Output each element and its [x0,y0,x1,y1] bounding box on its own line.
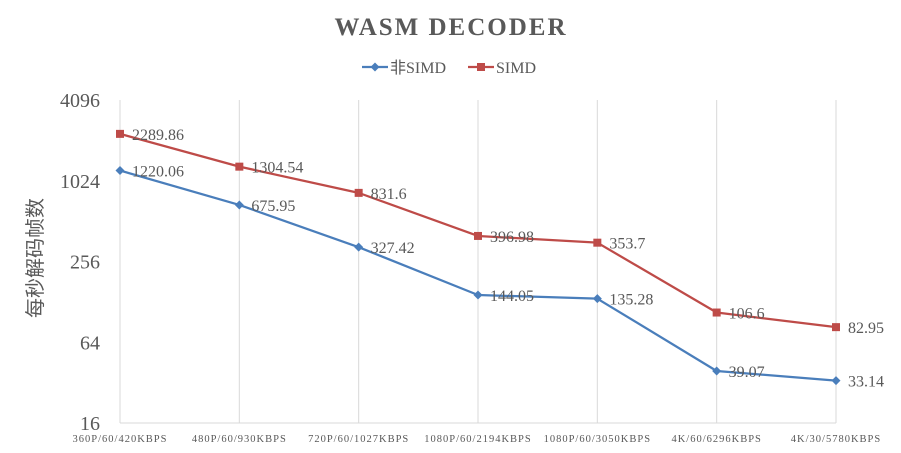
x-tick-label: 480P/60/930KBPS [192,434,287,445]
data-label: 2289.86 [132,127,184,144]
data-point [235,162,244,171]
data-label: 106.6 [729,306,765,323]
data-point [116,129,124,138]
data-label: 144.05 [490,288,534,305]
data-label: 396.98 [490,229,534,246]
data-label: 1304.54 [251,160,303,177]
data-label: 353.7 [609,236,645,253]
data-point [354,188,363,197]
x-axis-ticks: 360P/60/420KBPS 480P/60/930KBPS 720P/60/10… [73,434,881,445]
data-point [712,366,722,376]
legend-item: SIMD [468,60,536,77]
y-axis-label: 每秒解码帧数 [23,198,47,318]
data-point [354,242,364,252]
x-tick-label: 360P/60/420KBPS [73,434,168,445]
data-label: 33.14 [848,374,884,391]
data-point [473,290,483,300]
data-point [831,376,841,386]
data-label: 327.42 [371,240,415,257]
x-tick-label: 720P/60/1027KBPS [308,434,409,445]
legend-label: SIMD [496,60,536,77]
legend: 非SIMD SIMD [362,59,536,77]
series-simd: 2289.86 1304.54 831.6 396.98 353.7 106.6 82.95 [116,127,884,337]
legend-label: 非SIMD [390,59,446,77]
data-point [115,166,125,176]
y-axis-ticks: 16 64 256 1024 4096 [60,90,100,435]
y-tick-label: 64 [80,332,100,354]
data-point [474,231,482,240]
data-label: 135.28 [609,292,653,309]
x-tick-label: 4K/60/6296KBPS [671,434,761,445]
x-tick-label: 4K/30/5780KBPS [791,434,881,445]
y-tick-label: 1024 [60,171,100,193]
legend-item: 非SIMD [362,59,446,77]
series-non-simd: 1220.06 675.95 327.42 144.05 135.28 39.07 33.1… [115,164,884,391]
data-point [234,200,244,210]
y-tick-label: 256 [70,252,100,274]
data-point [592,294,602,304]
legend-marker [477,63,485,71]
data-label: 831.6 [371,186,407,203]
x-tick-label: 1080P/60/2194KBPS [424,434,531,445]
data-label: 39.07 [729,364,765,381]
legend-marker [370,62,380,72]
chart-title: WASM DECODER [334,14,567,41]
data-point [712,308,721,317]
series: 1220.06 675.95 327.42 144.05 135.28 39.07 33.1… [115,127,884,391]
grid [119,100,837,424]
data-label: 82.95 [848,320,884,337]
data-point [593,238,602,247]
data-label: 1220.06 [132,164,184,181]
data-label: 675.95 [251,198,295,215]
y-tick-label: 16 [80,413,100,435]
x-tick-label: 1080P/60/3050KBPS [544,434,651,445]
data-point [832,323,840,332]
y-tick-label: 4096 [60,90,100,112]
